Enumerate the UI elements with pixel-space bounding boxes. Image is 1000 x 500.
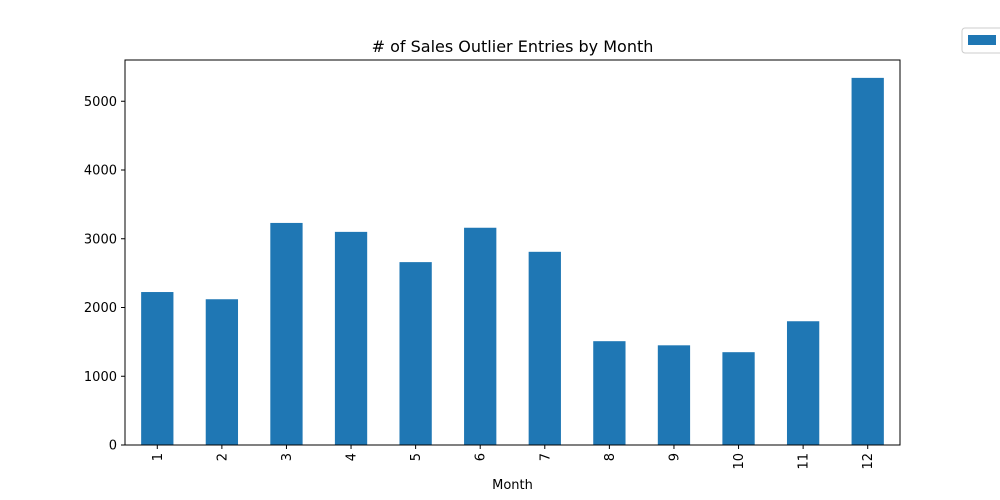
y-tick-label: 0 (109, 439, 117, 454)
x-axis-ticks: 1 2 3 4 5 6 7 8 9 10 11 12 (151, 445, 876, 470)
x-tick-label: 4 (345, 453, 360, 461)
bar-month-7 (528, 251, 561, 445)
x-tick-label: 1 (151, 453, 166, 461)
x-tick-label: 3 (280, 453, 295, 461)
bar-month-5 (399, 262, 432, 445)
x-tick-label: 7 (538, 453, 553, 461)
y-tick-label: 5000 (84, 95, 117, 110)
chart-title: # of Sales Outlier Entries by Month (372, 37, 654, 56)
y-tick-label: 1000 (84, 370, 117, 385)
x-tick-label: 8 (603, 453, 618, 461)
legend (961, 27, 1000, 54)
y-tick-label: 2000 (84, 301, 117, 316)
legend-swatch (968, 35, 996, 45)
bar-month-6 (464, 227, 497, 445)
bars-group (141, 77, 884, 445)
bar-month-10 (722, 352, 755, 445)
bar-month-3 (270, 222, 303, 445)
x-axis-label: Month (492, 478, 533, 493)
bar-month-9 (657, 345, 691, 445)
plot-frame (124, 59, 901, 446)
x-tick-label: 5 (409, 453, 424, 461)
x-tick-label: 6 (474, 453, 489, 461)
bar-month-11 (786, 321, 820, 445)
x-tick-label: 9 (667, 453, 682, 461)
y-tick-label: 3000 (84, 232, 117, 247)
x-tick-label: 11 (797, 453, 812, 470)
y-axis-ticks: 0 1000 2000 3000 4000 5000 (84, 95, 125, 454)
bar-month-4 (334, 231, 368, 445)
bar-month-2 (205, 299, 239, 445)
x-tick-label: 10 (732, 453, 747, 470)
bar-month-8 (593, 341, 626, 445)
bar-month-12 (851, 77, 884, 445)
bar-month-1 (141, 292, 174, 445)
x-tick-label: 2 (215, 453, 230, 461)
y-tick-label: 4000 (84, 164, 117, 179)
x-tick-label: 12 (861, 453, 876, 470)
